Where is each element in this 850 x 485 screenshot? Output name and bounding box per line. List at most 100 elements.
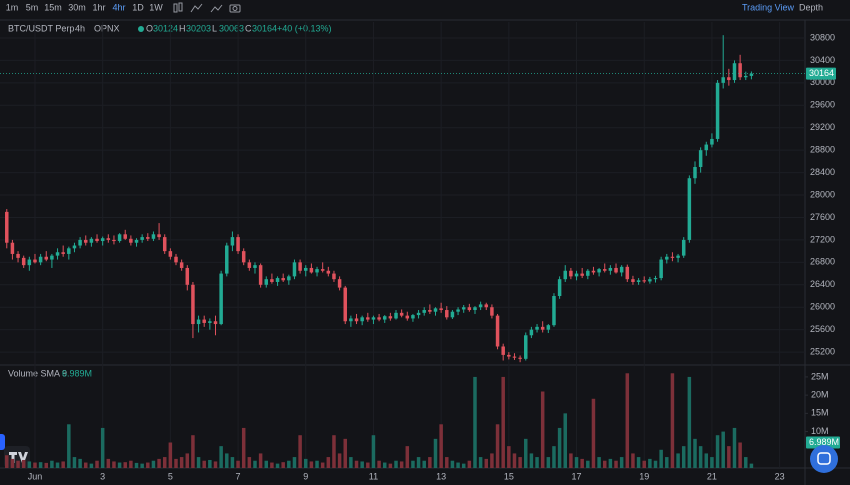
view-link[interactable]: Trading View bbox=[742, 2, 795, 12]
chat-button[interactable] bbox=[810, 445, 838, 473]
volume-bar bbox=[518, 457, 522, 468]
volume-bar bbox=[501, 376, 505, 468]
candle-body bbox=[287, 276, 291, 281]
interval-button[interactable]: 30m bbox=[68, 2, 86, 12]
chat-icon[interactable] bbox=[817, 452, 831, 465]
candle-body bbox=[512, 356, 517, 358]
volume-bar bbox=[693, 438, 697, 468]
time-tick-label: 3 bbox=[100, 471, 105, 481]
price-tick-label: 28400 bbox=[810, 167, 835, 177]
candle-body bbox=[371, 317, 376, 320]
time-tick-label: 19 bbox=[639, 471, 649, 481]
candle-body bbox=[89, 238, 94, 243]
candle-body bbox=[332, 273, 336, 280]
interval-button[interactable]: 1D bbox=[132, 2, 144, 12]
volume-bar bbox=[377, 460, 381, 468]
candle-body bbox=[315, 269, 319, 273]
candle-body bbox=[569, 270, 573, 277]
side-toggle[interactable] bbox=[0, 434, 5, 450]
candle-body bbox=[50, 255, 54, 260]
volume-bar bbox=[213, 461, 218, 468]
candle-body bbox=[518, 357, 522, 359]
volume-bar bbox=[710, 457, 714, 468]
candle-body bbox=[123, 234, 127, 239]
volume-bar bbox=[157, 458, 161, 468]
candle-body bbox=[117, 234, 122, 242]
volume-bar bbox=[687, 376, 692, 468]
interval-button[interactable]: 1m bbox=[6, 2, 19, 12]
volume-bar bbox=[540, 391, 545, 468]
candle-body bbox=[732, 63, 737, 81]
volume-bar bbox=[230, 457, 235, 468]
volume-bar bbox=[38, 462, 43, 468]
candle-body bbox=[292, 262, 297, 277]
volume-bar bbox=[422, 460, 426, 468]
volume-bar bbox=[727, 446, 731, 468]
ohlc-label: C bbox=[245, 23, 252, 33]
change: +40 (+0.13%) bbox=[277, 23, 332, 33]
camera-lens[interactable] bbox=[232, 6, 238, 11]
candle-body bbox=[552, 296, 556, 326]
volume-bar bbox=[681, 446, 686, 468]
candle-body bbox=[388, 316, 393, 319]
candle-body bbox=[360, 317, 364, 322]
candle-icon[interactable] bbox=[178, 2, 183, 12]
interval-button[interactable]: 4hr bbox=[112, 2, 125, 12]
volume-bar bbox=[461, 463, 466, 468]
volume-bar bbox=[614, 460, 618, 468]
candle-body bbox=[168, 251, 173, 257]
candle-body bbox=[247, 262, 252, 268]
camera-icon[interactable] bbox=[229, 4, 241, 13]
candle-body bbox=[38, 256, 43, 263]
volume-sma-tag bbox=[806, 436, 840, 449]
interval-button[interactable]: 1W bbox=[149, 2, 163, 12]
candle-body bbox=[5, 211, 9, 243]
candle-body bbox=[202, 319, 206, 323]
candle-body bbox=[710, 138, 714, 145]
candle-body bbox=[698, 150, 703, 167]
price-tick-label: 29600 bbox=[810, 100, 835, 110]
volume-bar bbox=[270, 462, 274, 468]
time-tick-label: 23 bbox=[775, 471, 785, 481]
candle-body bbox=[411, 315, 415, 319]
volume-bar bbox=[5, 455, 9, 468]
volume-bar bbox=[490, 453, 494, 468]
volume-bar bbox=[27, 461, 32, 468]
candle-body bbox=[44, 256, 49, 260]
candle-body bbox=[727, 77, 731, 81]
indicator-icon[interactable] bbox=[190, 3, 203, 13]
candle-body bbox=[744, 75, 748, 78]
volume-bar bbox=[162, 457, 167, 468]
candle-body bbox=[507, 354, 511, 357]
candle-body bbox=[162, 237, 167, 252]
candle-body bbox=[394, 312, 398, 319]
volume-bar bbox=[134, 462, 139, 468]
volume-bar bbox=[72, 457, 77, 468]
volume-bar bbox=[247, 457, 252, 468]
volume-bar bbox=[631, 453, 635, 468]
interval-button[interactable]: 1hr bbox=[92, 2, 105, 12]
interval-button[interactable]: 15m bbox=[44, 2, 62, 12]
time-tick-label: 7 bbox=[236, 471, 241, 481]
view-link[interactable]: Depth bbox=[799, 2, 823, 12]
drawing-icon[interactable] bbox=[210, 4, 223, 13]
volume-bar bbox=[602, 460, 607, 468]
candle-body bbox=[681, 239, 686, 256]
candle-body bbox=[16, 253, 20, 258]
candle-body bbox=[185, 267, 190, 285]
price-tick-label: 28800 bbox=[810, 145, 835, 155]
interval-button[interactable]: 5m bbox=[26, 2, 39, 12]
volume-bar bbox=[535, 457, 539, 468]
candle-body bbox=[636, 280, 641, 282]
candle-icon[interactable] bbox=[173, 3, 178, 13]
price-tick-label: 30400 bbox=[810, 55, 835, 65]
candle-body bbox=[433, 308, 438, 312]
volume-bar bbox=[292, 457, 297, 468]
toolbar-icons[interactable] bbox=[173, 2, 241, 13]
candle-body bbox=[416, 312, 421, 316]
volume-bar bbox=[343, 438, 347, 468]
candle-body bbox=[157, 234, 161, 238]
volume-bar bbox=[281, 462, 285, 468]
time-tick-label: Jun bbox=[28, 471, 43, 481]
candle-body bbox=[535, 326, 539, 330]
